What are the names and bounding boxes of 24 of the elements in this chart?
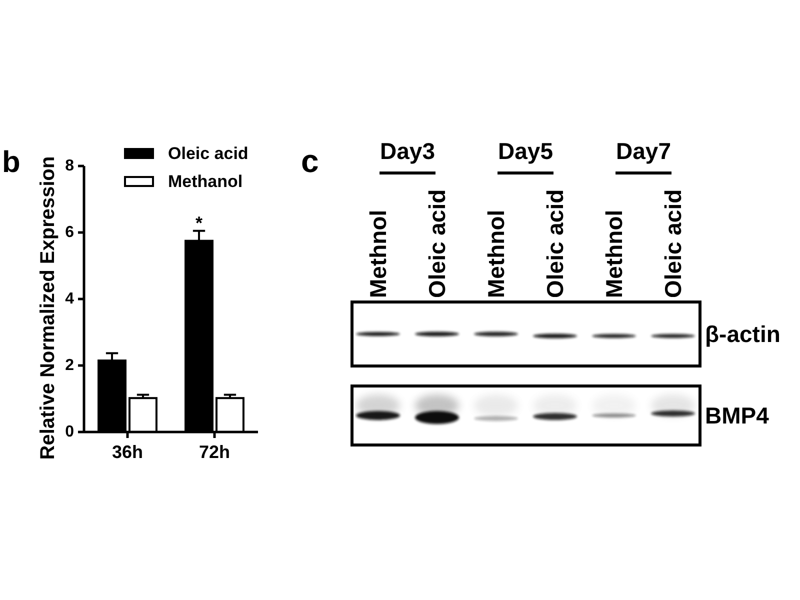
y-axis-title: Relative Normalized Expression — [37, 156, 59, 460]
category-label: Methnol — [601, 210, 627, 298]
y-tick-label: 0 — [65, 424, 74, 440]
category-label: Oleic acid — [542, 189, 568, 298]
category-label: Methnol — [365, 210, 391, 298]
x-tick-label: 36h — [112, 442, 144, 462]
category-label: Oleic acid — [660, 189, 686, 298]
category-label: BMP4 — [705, 402, 769, 428]
text: Day7 — [616, 138, 671, 164]
text: Day5 — [498, 138, 554, 164]
legend-label: Oleic acid — [168, 144, 248, 163]
y-tick-label: 8 — [65, 158, 74, 174]
x-tick-label: 72h — [198, 442, 230, 462]
legend-label: Methanol — [168, 172, 243, 191]
y-tick-label: 4 — [65, 290, 74, 308]
annotation: * — [196, 212, 203, 233]
text: Day3 — [380, 138, 435, 164]
y-tick-label: 6 — [65, 224, 74, 241]
category-label: β-actin — [705, 321, 780, 347]
chart-title: b — [2, 146, 20, 179]
text: c — [301, 143, 319, 179]
category-label: Methnol — [483, 210, 509, 298]
category-label: Oleic acid — [424, 189, 450, 298]
y-tick-label: 2 — [65, 357, 74, 374]
